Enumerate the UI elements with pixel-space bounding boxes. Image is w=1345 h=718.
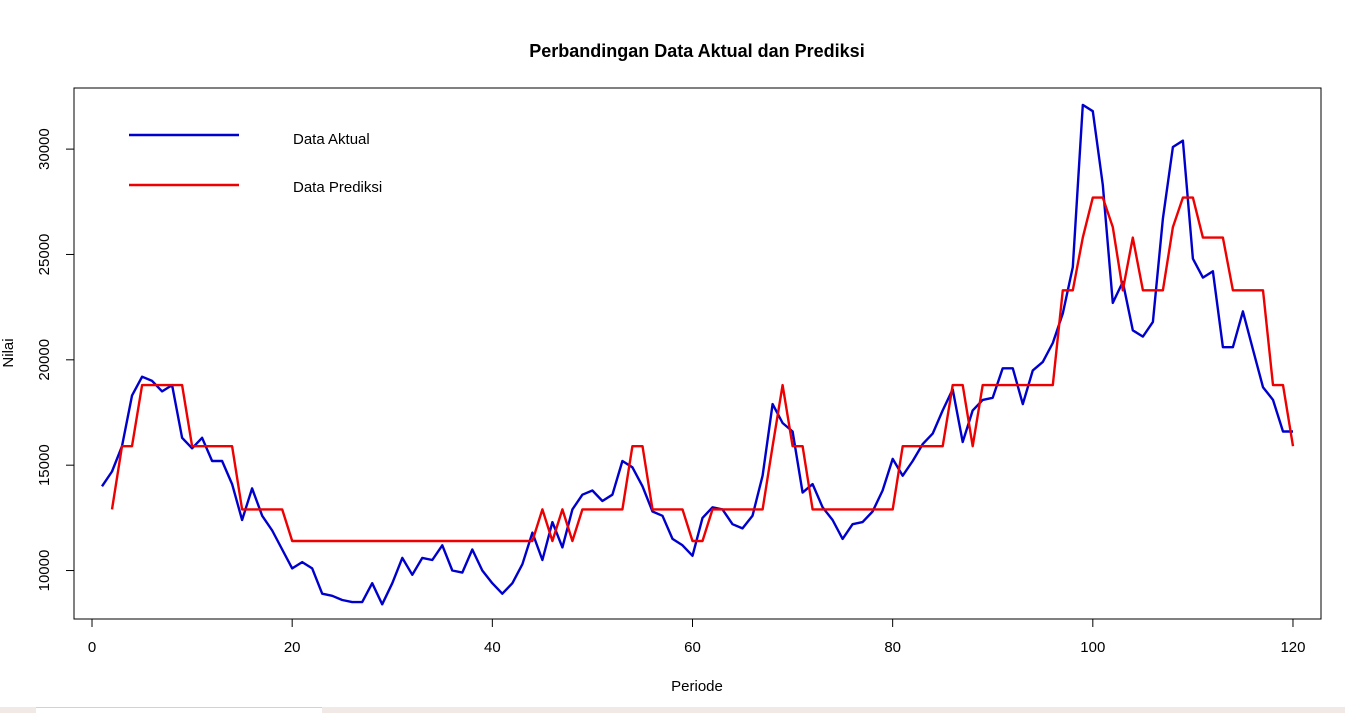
window-tab[interactable] (36, 707, 322, 714)
x-tick-label: 100 (1080, 639, 1105, 656)
y-tick-label: 30000 (36, 128, 53, 170)
x-tick-label: 120 (1280, 639, 1305, 656)
x-tick-label: 20 (284, 639, 301, 656)
series-line-prediksi (110, 196, 1295, 543)
chart-title: Perbandingan Data Aktual dan Prediksi (529, 41, 864, 61)
x-tick-label: 40 (484, 639, 501, 656)
legend-label-prediksi: Data Prediksi (293, 179, 382, 196)
x-tick-label: 80 (884, 639, 901, 656)
x-tick-label: 60 (684, 639, 701, 656)
x-tick-label: 0 (88, 639, 96, 656)
y-axis: 10000 15000 20000 25000 30000 (36, 128, 75, 592)
x-axis-title: Periode (671, 678, 723, 695)
legend: Data Aktual Data Prediksi (129, 131, 382, 196)
window-bottom-bar (0, 707, 1345, 714)
y-tick-label: 25000 (36, 234, 53, 276)
series-line-aktual (101, 103, 1293, 606)
y-tick-label: 15000 (36, 444, 53, 486)
x-axis: 0 20 40 60 80 100 120 (88, 618, 1305, 656)
y-tick-label: 10000 (36, 550, 53, 592)
y-tick-label: 20000 (36, 339, 53, 381)
legend-label-aktual: Data Aktual (293, 131, 370, 148)
series-layer (101, 103, 1295, 606)
y-axis-title: Nilai (0, 338, 17, 367)
